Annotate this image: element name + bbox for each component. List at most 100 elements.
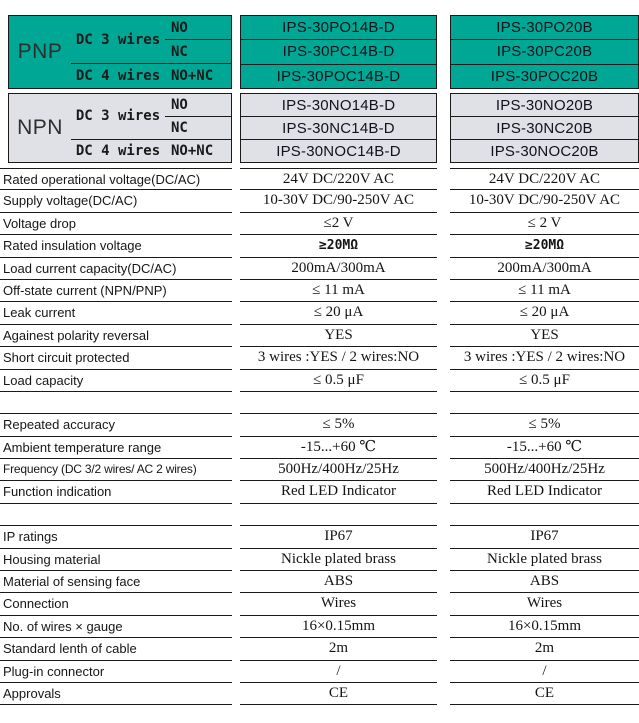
column-gap <box>232 481 240 503</box>
column-gap <box>232 258 240 280</box>
spec-label: Approvals <box>0 683 232 706</box>
spec-label: Rated insulation voltage <box>0 235 232 258</box>
spec-value-col1: Nickle plated brass <box>240 549 437 572</box>
spec-value-col1: ≤ 20 μA <box>240 302 437 325</box>
model-cell: IPS-30POC20B <box>451 63 638 88</box>
spec-label: Repeated accuracy <box>0 414 232 437</box>
column-gap <box>437 347 450 369</box>
column-gap <box>232 414 240 436</box>
column-gap <box>232 593 240 615</box>
spec-value-col2: Wires <box>450 593 639 616</box>
column-gap <box>232 235 240 257</box>
spec-value-col1: YES <box>240 325 437 348</box>
spec-label: Connection <box>0 593 232 616</box>
spec-value-col2: ≤ 11 mA <box>450 280 639 303</box>
spec-spacer-value <box>240 392 437 415</box>
dc3-wires-label: DC 3 wires <box>75 31 161 48</box>
spec-value-col1: 10-30V DC/90-250V AC <box>240 190 437 213</box>
no-output-label: NO <box>165 16 231 41</box>
column-gap <box>437 370 450 392</box>
spec-label: Supply voltage(DC/AC) <box>0 190 232 213</box>
npn-models-column-1: IPS-30NO14B-D IPS-30NC14B-D IPS-30NOC14B-D <box>240 93 437 163</box>
model-cell: IPS-30PC20B <box>451 39 638 63</box>
spec-spacer-value <box>450 504 639 527</box>
column-gap <box>232 661 240 683</box>
spec-label: Againest polarity reversal <box>0 325 232 348</box>
npn-wiring: DC 3 wires NO NC DC 4 wires NO+NC <box>71 94 231 162</box>
pnp-models-column-1: IPS-30PO14B-D IPS-30PC14B-D IPS-30POC14B-D <box>240 15 437 89</box>
pnp-wiring: DC 3 wires NO NC DC 4 wires NO+NC <box>71 16 231 88</box>
dc4-wires-label: DC 4 wires <box>75 68 161 85</box>
column-gap <box>437 190 450 212</box>
column-gap <box>437 235 450 257</box>
column-gap <box>437 638 450 660</box>
column-gap <box>437 280 450 302</box>
spec-value-col2: ≥20MΩ <box>450 235 639 258</box>
spec-label: Voltage drop <box>0 213 232 236</box>
spec-table: Rated operational voltage(DC/AC) 24V DC/2… <box>0 168 639 706</box>
column-gap <box>437 325 450 347</box>
dc3-wires-label: DC 3 wires <box>75 108 161 125</box>
spec-label: Function indication <box>0 481 232 504</box>
spec-label: Plug-in connector <box>0 661 232 683</box>
spec-value-col2: Red LED Indicator <box>450 481 639 504</box>
column-gap <box>232 213 240 235</box>
pnp-models-column-2: IPS-30PO20B IPS-30PC20B IPS-30POC20B <box>450 15 639 89</box>
column-gap <box>232 504 240 526</box>
spec-value-col2: 200mA/300mA <box>450 258 639 280</box>
no-output-label: NO <box>165 94 231 117</box>
model-selection-table: PNP DC 3 wires NO NC DC 4 wires NO+NC IP… <box>0 15 639 163</box>
column-gap <box>232 526 240 548</box>
npn-models-column-2: IPS-30NO20B IPS-30NC20B IPS-30NOC20B <box>450 93 639 163</box>
model-cell: IPS-30PO20B <box>496 19 593 37</box>
model-cell: IPS-30NC20B <box>451 116 638 139</box>
spec-label: Standard lenth of cable <box>0 638 232 661</box>
spec-value-col1: ≤ 11 mA <box>240 280 437 303</box>
spec-label: Material of sensing face <box>0 571 232 594</box>
nc-output-label: NC <box>171 43 188 60</box>
spec-value-col2: / <box>450 661 639 683</box>
column-gap <box>232 549 240 571</box>
spec-label: Load current capacity(DC/AC) <box>0 258 232 280</box>
spec-value-col1: 16×0.15mm <box>240 616 437 639</box>
column-gap <box>437 616 450 638</box>
column-gap <box>232 571 240 593</box>
column-gap <box>232 325 240 347</box>
spec-value-col2: 3 wires :YES / 2 wires:NO <box>450 347 639 370</box>
column-gap <box>437 504 450 526</box>
column-gap <box>437 661 450 683</box>
spec-value-col2: ≤ 5% <box>450 414 639 437</box>
column-gap <box>437 593 450 615</box>
column-gap <box>232 280 240 302</box>
spec-spacer-value <box>240 504 437 527</box>
spec-value-col2: ABS <box>450 571 639 594</box>
spec-value-col1: Red LED Indicator <box>240 481 437 504</box>
spec-label: Off-state current (NPN/PNP) <box>0 280 232 303</box>
spec-value-col2: 500Hz/400Hz/25Hz <box>450 459 639 482</box>
spec-value-col1: 2m <box>240 638 437 661</box>
spec-value-col2: 16×0.15mm <box>450 616 639 639</box>
spec-label: Ambient temperature range <box>0 437 232 460</box>
column-gap <box>232 168 240 190</box>
column-gap <box>232 437 240 459</box>
nonc-output-label: NO+NC <box>171 142 214 159</box>
column-gap <box>437 168 450 190</box>
spec-value-col2: 10-30V DC/90-250V AC <box>450 190 639 213</box>
spec-value-col1: 200mA/300mA <box>240 258 437 280</box>
spec-label: Rated operational voltage(DC/AC) <box>0 168 232 191</box>
column-gap <box>232 347 240 369</box>
spec-value-col2: 24V DC/220V AC <box>450 168 639 191</box>
column-gap <box>232 683 240 705</box>
model-cell: IPS-30NOC20B <box>451 139 638 162</box>
dc4-wires-label: DC 4 wires <box>75 142 161 159</box>
column-gap <box>437 392 450 414</box>
nc-output-label: NC <box>171 119 188 136</box>
spec-spacer-label <box>0 504 232 527</box>
spec-label: Leak current <box>0 302 232 325</box>
column-gap <box>437 571 450 593</box>
spec-label: Short circuit protected <box>0 347 232 370</box>
column-gap <box>437 258 450 280</box>
model-cell: IPS-30PC14B-D <box>241 39 436 63</box>
spec-value-col1: 500Hz/400Hz/25Hz <box>240 459 437 482</box>
spec-value-col1: ≥20MΩ <box>240 235 437 258</box>
